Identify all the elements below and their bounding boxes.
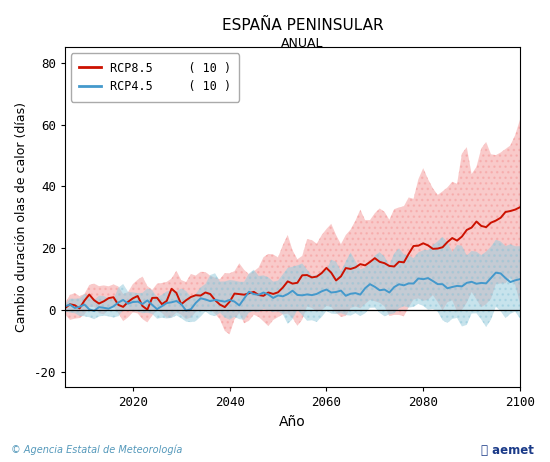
Text: 🐦 aemet: 🐦 aemet xyxy=(481,444,534,457)
X-axis label: Año: Año xyxy=(279,414,306,429)
Y-axis label: Cambio duración olas de calor (días): Cambio duración olas de calor (días) xyxy=(15,102,28,332)
Text: ANUAL: ANUAL xyxy=(281,37,324,50)
Text: ESPAÑA PENINSULAR: ESPAÑA PENINSULAR xyxy=(222,18,383,34)
Text: © Agencia Estatal de Meteorología: © Agencia Estatal de Meteorología xyxy=(11,444,183,455)
Legend: RCP8.5     ( 10 ), RCP4.5     ( 10 ): RCP8.5 ( 10 ), RCP4.5 ( 10 ) xyxy=(71,53,239,102)
